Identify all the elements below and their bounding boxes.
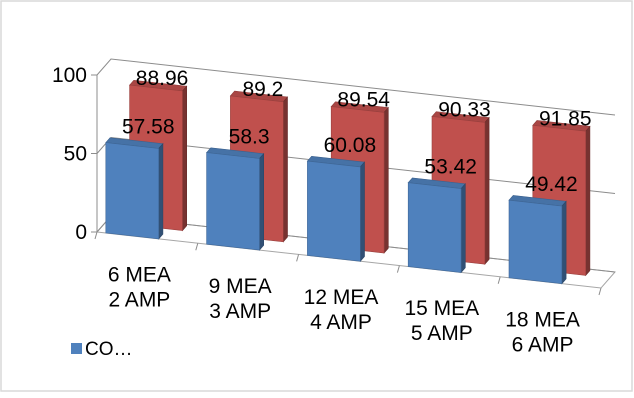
front-series-data-labels: 57.58 58.3 60.08 53.42 49.42 (122, 116, 578, 197)
bar-front (407, 182, 462, 273)
y-axis: 0 50 100 (52, 64, 98, 244)
bar-front (105, 142, 159, 240)
data-label-front: 60.08 (324, 134, 377, 157)
bar-side (460, 183, 466, 274)
bar-side (259, 152, 265, 251)
y-tick-label: 100 (52, 64, 87, 87)
back-series-data-labels: 88.96 89.2 89.54 90.33 91.85 (136, 67, 592, 130)
bar-side (282, 96, 288, 243)
bar-side (359, 161, 365, 263)
data-label-back: 89.54 (337, 89, 390, 112)
front-series-bar (508, 195, 567, 285)
x-category-label: 12 MEA 4 AMP (304, 286, 379, 334)
legend-label: CO… (85, 339, 133, 360)
x-category-label-line: 3 AMP (209, 300, 271, 323)
x-category-label: 18 MEA 6 AMP (505, 308, 580, 356)
front-series-bar (105, 137, 164, 240)
data-label-back: 88.96 (136, 67, 189, 90)
x-category-label-line: 6 AMP (512, 333, 574, 356)
bar-side (561, 200, 567, 285)
legend-swatch (71, 343, 82, 354)
x-category-label-line: 4 AMP (310, 311, 372, 334)
y-tick-label: 0 (75, 221, 87, 244)
data-label-front: 49.42 (525, 173, 578, 196)
x-tick-mark (296, 254, 300, 262)
bar-front (508, 199, 563, 285)
bar-front (206, 152, 260, 251)
x-category-label-line: 5 AMP (411, 322, 473, 345)
legend: CO… (71, 339, 133, 360)
front-series-bar (306, 155, 366, 263)
x-category-label: 6 MEA 2 AMP (108, 264, 171, 312)
bar-side (484, 116, 490, 265)
bar-front (307, 160, 361, 262)
x-tick-mark (598, 287, 602, 296)
data-label-front: 53.42 (424, 156, 477, 179)
bar-side (585, 125, 591, 277)
data-label-back: 90.33 (438, 98, 491, 121)
bar-side (158, 142, 164, 240)
x-category-label: 15 MEA 5 AMP (404, 297, 479, 345)
data-label-front: 58.3 (229, 126, 270, 149)
data-label-back: 91.85 (539, 107, 592, 130)
front-series-bars (105, 137, 567, 285)
x-category-label: 9 MEA 3 AMP (209, 275, 272, 323)
x-axis: 6 MEA 2 AMP 9 MEA 3 AMP 12 MEA 4 AMP 15 MEA 5 A… (94, 231, 602, 356)
x-tick-mark (195, 243, 199, 251)
x-tick-mark (94, 231, 98, 240)
x-tick-mark (497, 276, 501, 284)
front-series-bar (205, 147, 265, 251)
x-category-label-line: 6 MEA (108, 264, 171, 287)
data-label-back: 89.2 (242, 78, 283, 101)
bar-side (182, 85, 187, 232)
gridline (96, 58, 616, 116)
bar-side (383, 106, 389, 254)
x-tick-mark (396, 265, 400, 273)
data-label-front: 57.58 (122, 116, 175, 139)
x-category-label-line: 18 MEA (505, 308, 580, 331)
front-series-bar (407, 177, 466, 274)
x-category-label-line: 9 MEA (209, 275, 272, 298)
x-category-label-line: 12 MEA (304, 286, 379, 309)
y-tick-label: 50 (64, 143, 87, 166)
x-category-label-line: 15 MEA (404, 297, 479, 320)
x-category-label-line: 2 AMP (108, 289, 170, 312)
